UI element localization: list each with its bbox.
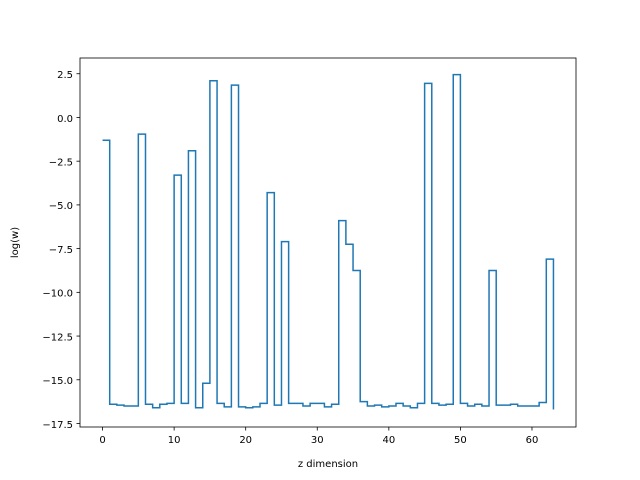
y-tick-label: −7.5 <box>49 245 73 256</box>
y-tick-label: −15.0 <box>42 376 73 387</box>
y-tick-label: −5.0 <box>49 201 73 212</box>
x-tick-label: 0 <box>99 435 105 446</box>
x-tick-label: 30 <box>311 435 324 446</box>
x-tick-label: 60 <box>526 435 539 446</box>
x-tick-label: 20 <box>239 435 252 446</box>
y-tick-label: −12.5 <box>42 332 73 343</box>
x-tick-label: 50 <box>454 435 467 446</box>
y-tick-label: −10.0 <box>42 289 73 300</box>
series-line <box>102 73 555 410</box>
plot-area <box>80 58 576 427</box>
x-axis-label: z dimension <box>298 459 358 470</box>
y-tick-label: 2.5 <box>57 70 73 81</box>
x-tick-label: 10 <box>168 435 181 446</box>
x-tick-label: 40 <box>382 435 395 446</box>
series-layer <box>102 73 555 410</box>
y-axis-label: log(w) <box>10 227 21 258</box>
plot-frame <box>79 57 577 428</box>
y-tick-label: −17.5 <box>42 420 73 431</box>
y-tick-label: −2.5 <box>49 157 73 168</box>
y-tick-label: 0.0 <box>57 114 73 125</box>
axes-layer: 0 10 20 30 40 50 60 2.5 0.0 −2.5 −5.0 −7.5 −10.0 −12.… <box>42 70 538 446</box>
